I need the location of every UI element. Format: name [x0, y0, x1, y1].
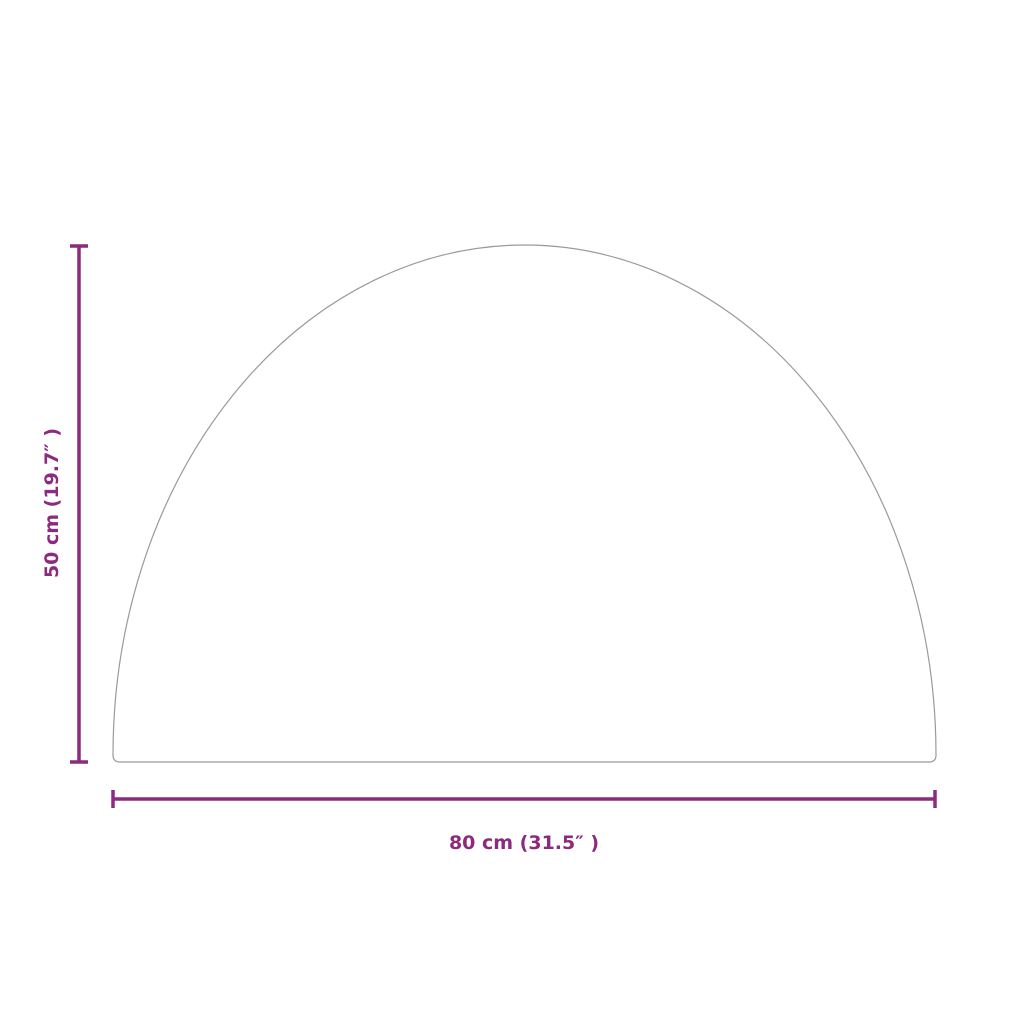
- height-dimension-line: [70, 244, 88, 764]
- height-label: 50 cm (19.7″ ): [41, 427, 63, 579]
- width-label: 80 cm (31.5″ ): [448, 832, 600, 854]
- width-dimension-line: [111, 790, 937, 808]
- semi-ellipse-outline: [112, 244, 937, 763]
